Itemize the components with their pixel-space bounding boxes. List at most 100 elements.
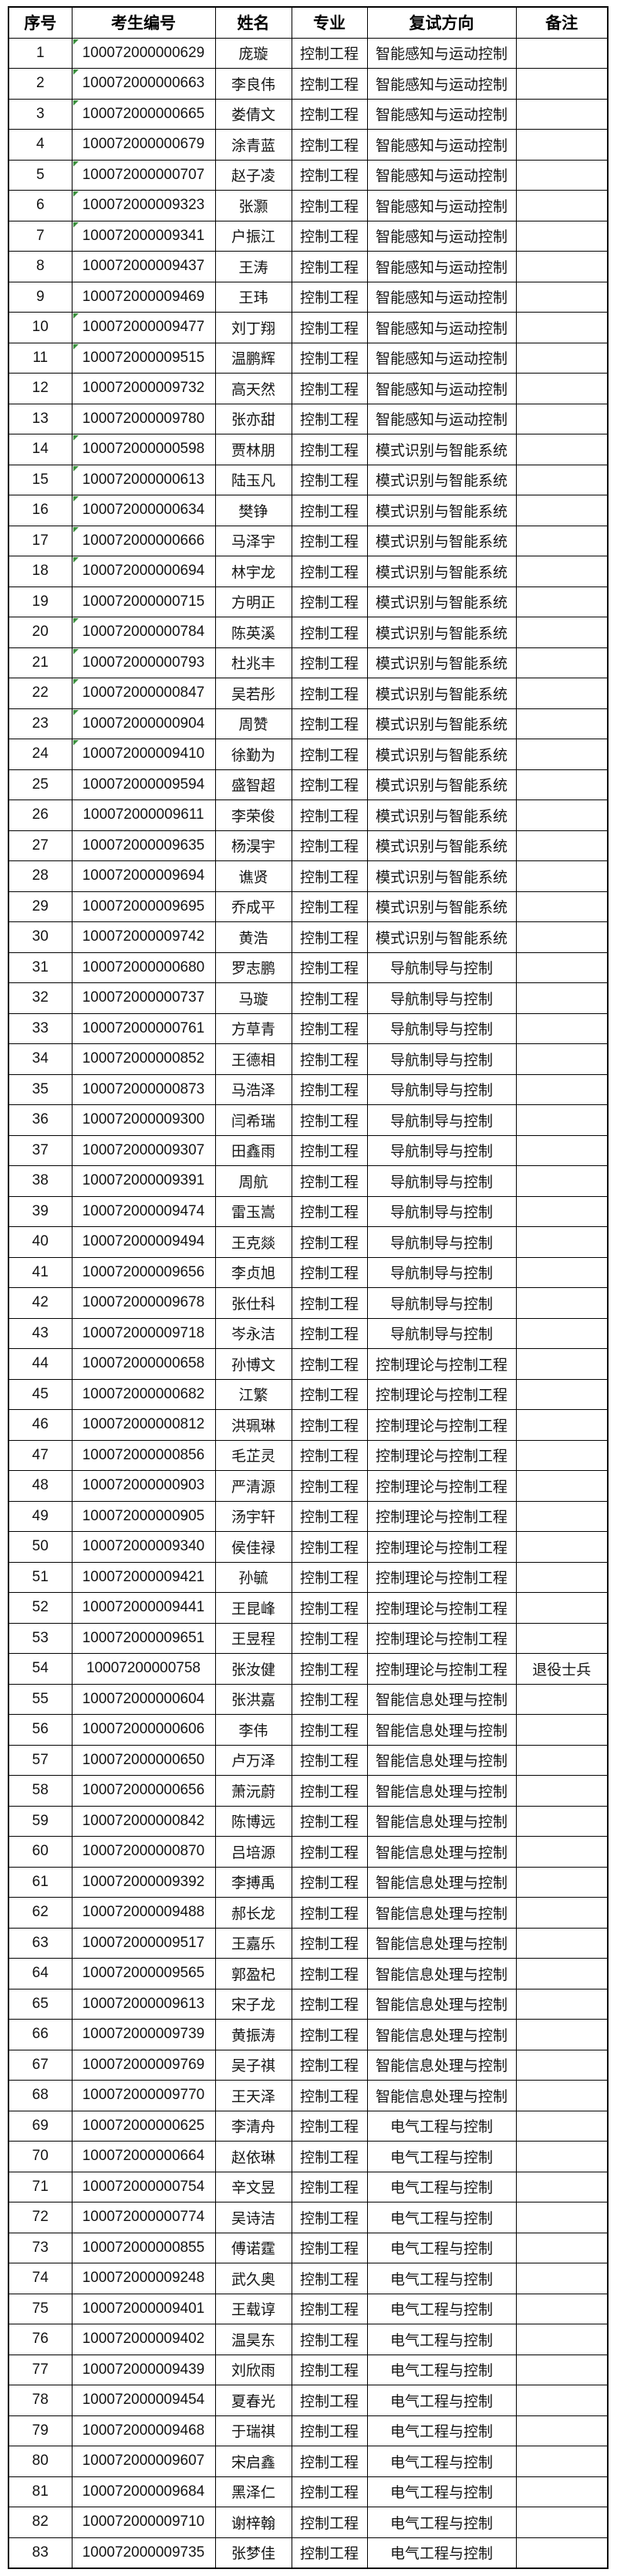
cell-index: 17 [8,525,72,556]
table-row: 12 100072000009732 高天然 控制工程 智能感知与运动控制 [8,373,609,404]
cell-direction: 导航制导与控制 [366,952,517,983]
cell-index: 58 [8,1775,72,1807]
cell-index: 41 [8,1256,72,1288]
cell-direction: 智能信息处理与控制 [366,1714,517,1746]
cell-name: 夏春光 [214,2385,292,2416]
cell-index: 38 [8,1165,72,1197]
cell-major: 控制工程 [291,190,368,221]
cell-name: 刘丁翔 [214,312,292,343]
cell-direction: 电气工程与控制 [366,2202,517,2233]
cell-candidate-id: 100072000009341 [71,220,216,252]
cell-name: 宋启鑫 [214,2446,292,2477]
cell-name: 吴若彤 [214,678,292,709]
cell-remark [515,1988,609,2020]
cell-direction: 模式识别与智能系统 [366,769,517,800]
cell-remark [515,1622,609,1654]
cell-major: 控制工程 [291,1378,368,1410]
green-corner-marker [72,709,79,715]
table-row: 73 100072000000855 傅诺霆 控制工程 电气工程与控制 [8,2232,609,2263]
cell-candidate-id: 100072000000873 [71,1073,216,1105]
candidate-id-text: 100072000000761 [82,1019,205,1036]
cell-remark [515,403,609,434]
cell-direction: 智能信息处理与控制 [366,1927,517,1959]
table-row: 39 100072000009474 雷玉嵩 控制工程 导航制导与控制 [8,1195,609,1227]
cell-direction: 导航制导与控制 [366,1195,517,1227]
table-row: 55 100072000000604 张洪嘉 控制工程 智能信息处理与控制 [8,1683,609,1715]
candidate-id-text: 100072000009410 [82,745,205,762]
cell-index: 22 [8,678,72,709]
cell-candidate-id: 100072000000665 [71,98,216,130]
candidate-id-text: 100072000000903 [82,1477,205,1494]
table-row: 71 100072000000754 辛文昱 控制工程 电气工程与控制 [8,2171,609,2202]
table-row: 37 100072000009307 田鑫雨 控制工程 导航制导与控制 [8,1134,609,1166]
table-row: 33 100072000000761 方草青 控制工程 导航制导与控制 [8,1012,609,1044]
cell-direction: 模式识别与智能系统 [366,830,517,861]
candidate-id-text: 100072000009611 [83,806,204,823]
cell-index: 83 [8,2537,72,2568]
cell-index: 63 [8,1927,72,1959]
cell-major: 控制工程 [291,1866,368,1898]
cell-name: 黄浩 [214,921,292,953]
cell-remark [515,373,609,404]
cell-direction: 控制理论与控制工程 [366,1622,517,1654]
candidate-id-text: 100072000000774 [82,2209,205,2226]
cell-index: 52 [8,1592,72,1624]
cell-candidate-id: 100072000009474 [71,1195,216,1227]
cell-major: 控制工程 [291,1531,368,1563]
cell-name: 严清源 [214,1470,292,1502]
cell-index: 66 [8,2019,72,2050]
cell-major: 控制工程 [291,1348,368,1380]
cell-name: 张灏 [214,190,292,221]
cell-name: 高天然 [214,373,292,404]
table-row: 67 100072000009769 吴子祺 控制工程 智能信息处理与控制 [8,2049,609,2081]
table-row: 1 100072000000629 庞璇 控制工程 智能感知与运动控制 [8,37,609,69]
cell-candidate-id: 100072000009469 [71,281,216,313]
table-row: 76 100072000009402 温昊东 控制工程 电气工程与控制 [8,2324,609,2355]
cell-candidate-id: 100072000009611 [71,800,216,831]
cell-major: 控制工程 [291,2171,368,2202]
cell-candidate-id: 100072000009613 [71,1988,216,2020]
cell-major: 控制工程 [291,1927,368,1959]
table-row: 15 100072000000613 陆玉凡 控制工程 模式识别与智能系统 [8,464,609,495]
cell-remark [515,2110,609,2142]
table-row: 83 100072000009735 张梦佳 控制工程 电气工程与控制 [8,2537,609,2568]
cell-direction: 模式识别与智能系统 [366,464,517,495]
candidate-id-text: 100072000009780 [82,410,205,427]
candidate-id-text: 100072000000663 [82,75,205,92]
cell-index: 16 [8,495,72,526]
candidate-id-text: 100072000009770 [82,2087,205,2104]
cell-candidate-id: 100072000009656 [71,1256,216,1288]
table-row: 80 100072000009607 宋启鑫 控制工程 电气工程与控制 [8,2446,609,2477]
cell-remark [515,220,609,252]
table-row: 50 100072000009340 侯佳禄 控制工程 控制理论与控制工程 [8,1531,609,1563]
cell-candidate-id: 100072000009718 [71,1317,216,1349]
cell-index: 72 [8,2202,72,2233]
cell-candidate-id: 100072000009678 [71,1287,216,1319]
candidate-id-text: 100072000000812 [82,1416,205,1433]
cell-major: 控制工程 [291,220,368,252]
cell-name: 方草青 [214,1012,292,1044]
cell-major: 控制工程 [291,2263,368,2294]
cell-index: 56 [8,1714,72,1746]
cell-remark [515,190,609,221]
cell-major: 控制工程 [291,1500,368,1532]
cell-name: 李良伟 [214,68,292,100]
green-corner-marker [72,648,79,654]
green-corner-marker [72,343,79,350]
cell-name: 卢万泽 [214,1744,292,1776]
cell-remark [515,98,609,130]
cell-candidate-id: 100072000009710 [71,2507,216,2538]
green-corner-marker [72,161,79,167]
table-row: 6 100072000009323 张灏 控制工程 智能感知与运动控制 [8,190,609,221]
table-row: 2 100072000000663 李良伟 控制工程 智能感知与运动控制 [8,68,609,100]
cell-remark [515,2354,609,2385]
candidate-id-text: 100072000009300 [82,1111,205,1128]
cell-remark [515,2019,609,2050]
cell-major: 控制工程 [291,2019,368,2050]
cell-candidate-id: 100072000000903 [71,1470,216,1502]
cell-major: 控制工程 [291,1592,368,1624]
table-row: 64 100072000009565 郭盈杞 控制工程 智能信息处理与控制 [8,1958,609,1989]
cell-name: 毛芷灵 [214,1439,292,1471]
cell-index: 19 [8,586,72,617]
cell-direction: 电气工程与控制 [366,2476,517,2507]
